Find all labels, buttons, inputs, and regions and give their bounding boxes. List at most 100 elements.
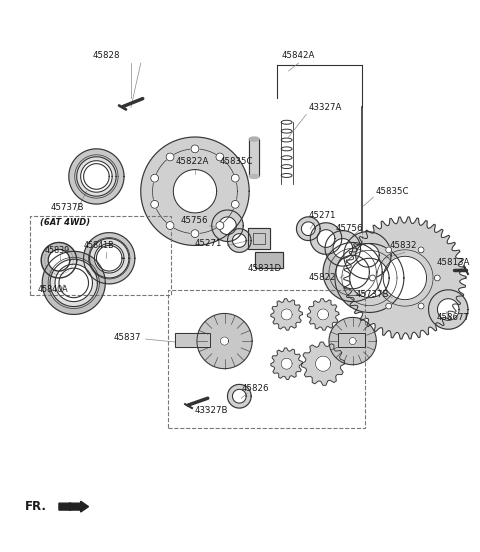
Polygon shape [50,259,97,306]
Polygon shape [437,299,459,320]
Text: 45841B: 45841B [84,241,114,250]
Polygon shape [350,258,389,298]
Circle shape [231,174,239,182]
Circle shape [418,247,424,253]
Text: 43327A: 43327A [308,103,342,112]
Circle shape [434,275,440,281]
Polygon shape [218,217,236,235]
Polygon shape [95,243,124,273]
Circle shape [166,221,174,230]
Polygon shape [281,358,292,369]
Text: 45756: 45756 [336,224,363,233]
Polygon shape [356,243,379,267]
Polygon shape [220,337,228,345]
Polygon shape [329,317,376,365]
Polygon shape [323,242,382,301]
Bar [249,139,259,177]
Text: 45832: 45832 [389,241,417,250]
Polygon shape [84,232,135,284]
Text: 45840A: 45840A [37,285,68,294]
Polygon shape [212,210,243,242]
Polygon shape [301,342,345,385]
Circle shape [418,303,424,309]
Circle shape [191,145,199,153]
Polygon shape [271,348,302,379]
Text: 45839: 45839 [44,246,70,255]
Bar [175,333,210,347]
Text: 45756: 45756 [180,216,208,225]
Polygon shape [228,384,251,408]
Circle shape [166,153,174,161]
Circle shape [231,200,239,208]
Polygon shape [89,238,129,278]
Circle shape [386,303,392,309]
Polygon shape [317,230,335,247]
Polygon shape [344,232,391,279]
Polygon shape [349,337,356,344]
Polygon shape [42,251,105,315]
Circle shape [386,247,392,253]
Polygon shape [297,217,320,241]
Text: 45813A: 45813A [436,258,470,267]
Bar [175,333,210,347]
Text: 45737B: 45737B [356,290,389,299]
Text: FR.: FR. [24,500,47,513]
Polygon shape [173,169,216,213]
Polygon shape [383,256,427,300]
Circle shape [370,275,375,281]
Polygon shape [96,246,122,271]
Text: 45822A: 45822A [175,157,209,166]
Ellipse shape [249,137,259,141]
Polygon shape [336,256,370,289]
Circle shape [151,200,158,208]
Bar [255,252,283,268]
Polygon shape [55,264,93,301]
Bar [253,232,265,245]
Polygon shape [232,233,246,247]
Text: 45835C: 45835C [220,157,253,166]
Polygon shape [318,309,329,320]
Polygon shape [84,163,109,189]
FancyArrow shape [59,501,88,512]
Polygon shape [310,223,342,254]
Circle shape [191,230,199,237]
Circle shape [151,174,158,182]
Polygon shape [77,157,116,196]
Polygon shape [301,222,315,236]
Polygon shape [141,137,249,246]
Text: 45271: 45271 [195,239,222,248]
Polygon shape [197,314,252,369]
Bar [338,333,365,347]
Bar [168,290,365,428]
Polygon shape [307,299,339,330]
Polygon shape [228,229,251,252]
Text: 45828: 45828 [93,51,120,60]
Bar [249,139,259,177]
Polygon shape [281,309,292,320]
Text: 45837: 45837 [113,333,141,342]
Polygon shape [81,161,112,192]
Text: 45271: 45271 [308,211,336,220]
Text: (6AT 4WD): (6AT 4WD) [40,218,90,227]
Polygon shape [335,243,404,312]
Polygon shape [69,149,124,204]
Text: 45826: 45826 [241,384,269,393]
Circle shape [216,153,224,161]
Polygon shape [333,238,353,258]
Polygon shape [232,389,246,403]
Circle shape [216,221,224,230]
Ellipse shape [249,174,259,178]
FancyBboxPatch shape [248,228,270,250]
Bar [255,252,283,268]
Text: 45867T: 45867T [436,313,469,322]
Polygon shape [59,268,88,298]
Bar [30,216,171,295]
Text: 43327B: 43327B [195,406,228,415]
Polygon shape [429,290,468,329]
Polygon shape [41,242,77,278]
Polygon shape [48,250,70,271]
Polygon shape [315,356,331,371]
Text: 45835C: 45835C [375,187,409,196]
Text: 45831D: 45831D [247,264,281,273]
Polygon shape [344,217,466,339]
